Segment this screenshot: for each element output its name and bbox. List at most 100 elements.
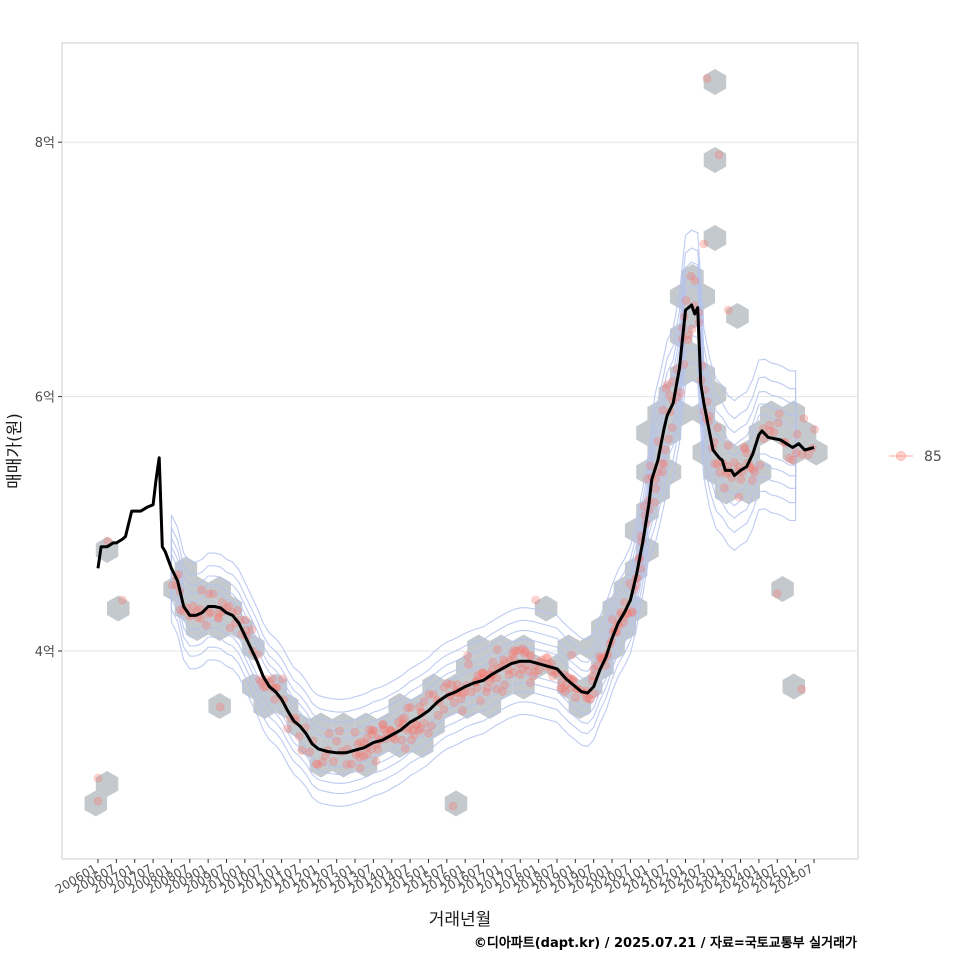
transaction-point	[608, 615, 617, 624]
hexbin-cell	[782, 400, 805, 427]
transaction-point	[371, 756, 381, 766]
transaction-point	[305, 747, 315, 757]
transaction-point	[810, 425, 819, 434]
transaction-point	[713, 423, 722, 433]
transaction-point	[498, 687, 507, 696]
transaction-point	[804, 450, 813, 460]
legend: 85	[889, 449, 942, 465]
transaction-point	[788, 455, 797, 465]
hexbin-cell	[456, 693, 479, 719]
transaction-point	[723, 305, 733, 315]
transaction-point	[385, 725, 395, 735]
transaction-point	[531, 595, 540, 605]
hexbin-cell	[456, 654, 479, 680]
transaction-point	[419, 718, 429, 728]
transaction-point	[409, 730, 419, 739]
transaction-point	[486, 677, 495, 686]
transaction-point	[627, 606, 636, 616]
transaction-point	[442, 679, 452, 688]
transaction-point	[676, 388, 686, 397]
transaction-point	[477, 669, 487, 678]
transaction-point	[359, 751, 369, 761]
density-contour	[170, 261, 797, 784]
transaction-point	[687, 324, 697, 334]
transaction-point	[560, 687, 570, 696]
hexbin-cell	[197, 595, 220, 622]
transaction-point	[472, 683, 482, 693]
hexbin-cell	[84, 790, 107, 817]
transaction-point	[499, 655, 508, 665]
transaction-point	[739, 442, 749, 452]
transaction-point	[628, 608, 637, 617]
transaction-point	[378, 720, 387, 730]
transaction-point	[93, 773, 103, 783]
transaction-point	[520, 648, 529, 658]
transaction-point	[557, 677, 567, 687]
transaction-point	[201, 620, 211, 630]
transaction-point	[710, 459, 720, 469]
transaction-point	[492, 684, 501, 694]
transaction-point	[416, 724, 426, 733]
hexbin-cell	[579, 634, 603, 661]
transaction-point	[755, 461, 765, 470]
transaction-point	[216, 702, 225, 712]
transaction-point	[713, 459, 723, 469]
transaction-point	[543, 653, 553, 663]
hexbin-cell	[805, 439, 828, 466]
transaction-point	[525, 650, 535, 660]
transaction-point	[714, 150, 724, 160]
transaction-point	[791, 448, 801, 458]
legend-label: 85	[924, 449, 942, 465]
transaction-point	[355, 763, 365, 773]
transaction-point	[204, 589, 213, 599]
transaction-point	[233, 606, 242, 615]
transaction-point	[453, 680, 462, 689]
transaction-point	[723, 441, 733, 450]
transaction-point	[367, 729, 377, 739]
hexbin-cell	[703, 147, 727, 173]
transaction-point	[379, 724, 389, 734]
transaction-point	[595, 651, 605, 661]
transaction-point	[208, 589, 218, 599]
transaction-point	[518, 644, 528, 654]
transaction-point	[350, 727, 360, 737]
transaction-point	[736, 475, 746, 484]
transaction-point	[509, 667, 519, 677]
transaction-point	[509, 646, 519, 655]
transaction-point	[241, 615, 250, 625]
transaction-point	[342, 760, 352, 769]
x-axis-title: 거래년월	[429, 910, 492, 930]
hexbin-cell	[332, 751, 355, 778]
density-contour	[170, 247, 797, 795]
hexbin-cell	[332, 712, 355, 739]
transaction-point	[247, 625, 257, 634]
hexbin-cell	[726, 303, 749, 329]
transaction-point	[390, 735, 400, 744]
hexbin-cell	[309, 751, 333, 778]
transaction-point	[439, 682, 449, 692]
transaction-point	[534, 665, 544, 675]
transaction-point	[769, 427, 779, 437]
transaction-point	[433, 710, 443, 720]
transaction-point	[214, 613, 223, 623]
transaction-point	[332, 736, 341, 746]
transaction-point	[225, 623, 235, 633]
transaction-point	[482, 683, 492, 692]
transaction-point	[419, 697, 429, 706]
transaction-point	[740, 444, 750, 454]
transaction-point	[523, 666, 533, 676]
legend-key-point	[896, 451, 906, 461]
transaction-point	[456, 694, 466, 704]
hexbin-cell	[703, 225, 727, 251]
transaction-point	[748, 465, 758, 474]
y-axis: 4억 6억 8억	[35, 136, 62, 660]
transaction-point	[204, 609, 213, 618]
transaction-point	[463, 651, 472, 661]
transaction-point	[448, 801, 458, 811]
transaction-point	[792, 429, 802, 439]
hexbin-cell	[534, 595, 558, 622]
density-contour	[170, 284, 797, 768]
transaction-point	[473, 671, 483, 680]
transaction-point	[297, 746, 307, 755]
y-axis-title: 매매가(원)	[5, 413, 25, 489]
